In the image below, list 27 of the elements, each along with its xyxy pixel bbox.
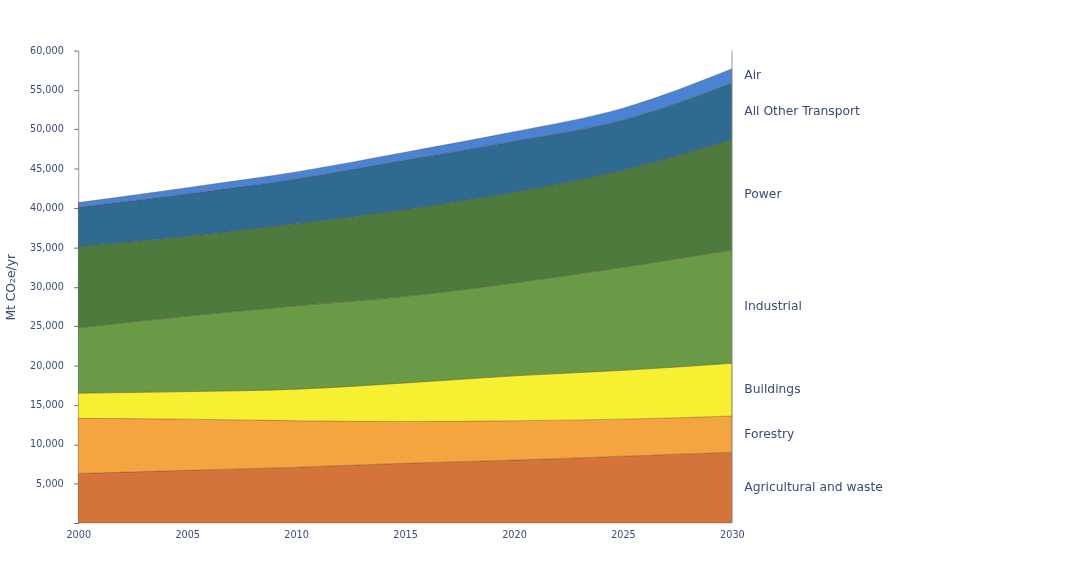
y-tick-label: 45,000 (29, 162, 64, 174)
series-label: Buildings (744, 382, 801, 397)
y-tick-label: 10,000 (29, 438, 64, 450)
x-tick-label: 2000 (66, 529, 92, 541)
series-label: Power (744, 187, 783, 202)
y-tick-label: 50,000 (29, 123, 64, 135)
y-tick-label: 35,000 (29, 241, 64, 253)
y-tick-label: 55,000 (29, 84, 64, 96)
x-tick-label: 2020 (502, 529, 527, 541)
y-tick-label: 30,000 (29, 280, 64, 292)
series-label: Agricultural and waste (744, 480, 883, 495)
y-tick-label: 20,000 (29, 359, 64, 371)
x-tick-label: 2005 (175, 529, 200, 541)
y-tick-label: 5,000 (36, 477, 64, 489)
series-label: Air (744, 68, 763, 83)
series-label: Forestry (744, 426, 795, 441)
x-tick-label: 2015 (393, 529, 418, 541)
series-label: Industrial (744, 299, 802, 314)
y-tick-label: 60,000 (29, 44, 64, 56)
x-tick-label: 2010 (284, 529, 309, 541)
y-tick-label: 25,000 (29, 320, 64, 332)
y-tick-label: 40,000 (29, 202, 64, 214)
y-axis-title: Mt CO₂e/yr (3, 253, 18, 321)
series-label: All Other Transport (744, 103, 861, 118)
y-tick-label: 15,000 (29, 399, 64, 411)
x-tick-label: 2030 (720, 529, 745, 541)
x-tick-label: 2025 (611, 529, 636, 541)
